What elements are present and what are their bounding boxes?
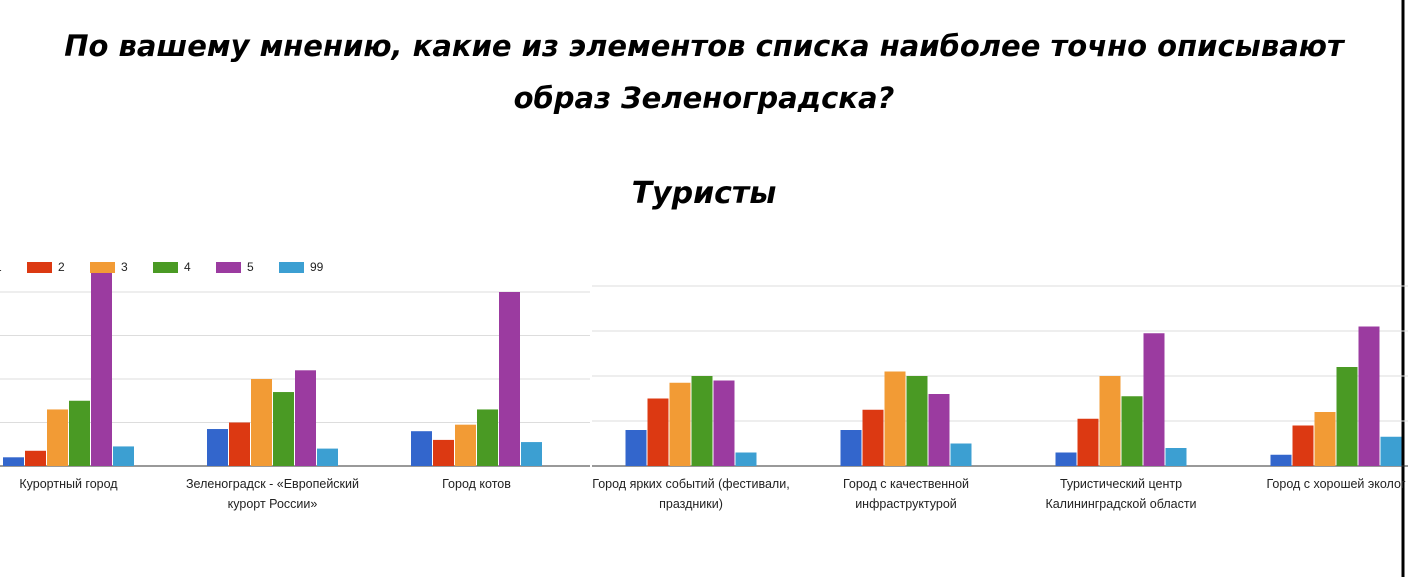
bar	[669, 382, 691, 466]
bar	[273, 392, 294, 466]
bar	[295, 370, 316, 466]
bar	[1358, 326, 1380, 466]
bar	[499, 292, 520, 466]
legend-label: 5	[247, 260, 254, 274]
legend-swatch	[153, 262, 178, 273]
bar	[1380, 436, 1402, 466]
x-tick-label: Зеленоградск - «Европейский курорт Росси…	[186, 477, 359, 511]
legend-label: 4	[184, 260, 191, 274]
bar	[691, 376, 713, 466]
bar	[1143, 333, 1165, 466]
x-tick-label: Город котов	[442, 477, 511, 491]
bar	[229, 422, 250, 466]
bar	[477, 409, 498, 466]
bar	[455, 424, 476, 466]
x-tick-label: Курортный город	[19, 477, 118, 491]
bar	[713, 380, 735, 466]
bar	[1121, 396, 1143, 466]
bar	[91, 272, 112, 466]
bar	[1099, 376, 1121, 466]
legend-label: 99	[310, 260, 324, 274]
bar	[862, 409, 884, 466]
bar	[884, 371, 906, 466]
x-tick-label: Город с качественной инфраструктурой	[842, 477, 970, 511]
bar	[1336, 367, 1358, 466]
slide-title: По вашему мнению, какие из элементов спи…	[64, 29, 1344, 115]
bar	[1077, 418, 1099, 466]
bar	[207, 429, 228, 466]
bar	[625, 430, 647, 466]
legend-swatch	[216, 262, 241, 273]
bar	[1165, 448, 1187, 466]
bar	[47, 409, 68, 466]
bar	[69, 400, 90, 466]
bar	[433, 439, 454, 466]
bar	[950, 443, 972, 466]
bar	[1314, 412, 1336, 466]
x-tick-label: Туристический центр Калининградской обла…	[1045, 477, 1197, 511]
bar	[647, 398, 669, 466]
legend-swatch	[279, 262, 304, 273]
legend-swatch	[90, 262, 115, 273]
bar	[735, 452, 757, 466]
legend-label: 1	[0, 260, 2, 274]
bar	[840, 430, 862, 466]
bar	[25, 450, 46, 466]
bar	[317, 448, 338, 466]
bar	[521, 442, 542, 466]
slide-subtitle: Туристы	[631, 176, 777, 211]
legend-swatch	[27, 262, 52, 273]
bar	[928, 394, 950, 466]
legend-label: 2	[58, 260, 65, 274]
bar	[1055, 452, 1077, 466]
bar	[906, 376, 928, 466]
bar	[251, 379, 272, 466]
bar	[3, 457, 24, 466]
bar	[411, 431, 432, 466]
bar	[1270, 454, 1292, 466]
bar	[113, 446, 134, 466]
x-tick-label: Город с хорошей эколог	[1266, 477, 1406, 491]
x-tick-label: Город ярких событий (фестивали, праздник…	[592, 477, 790, 511]
legend-label: 3	[121, 260, 128, 274]
bar	[1292, 425, 1314, 466]
